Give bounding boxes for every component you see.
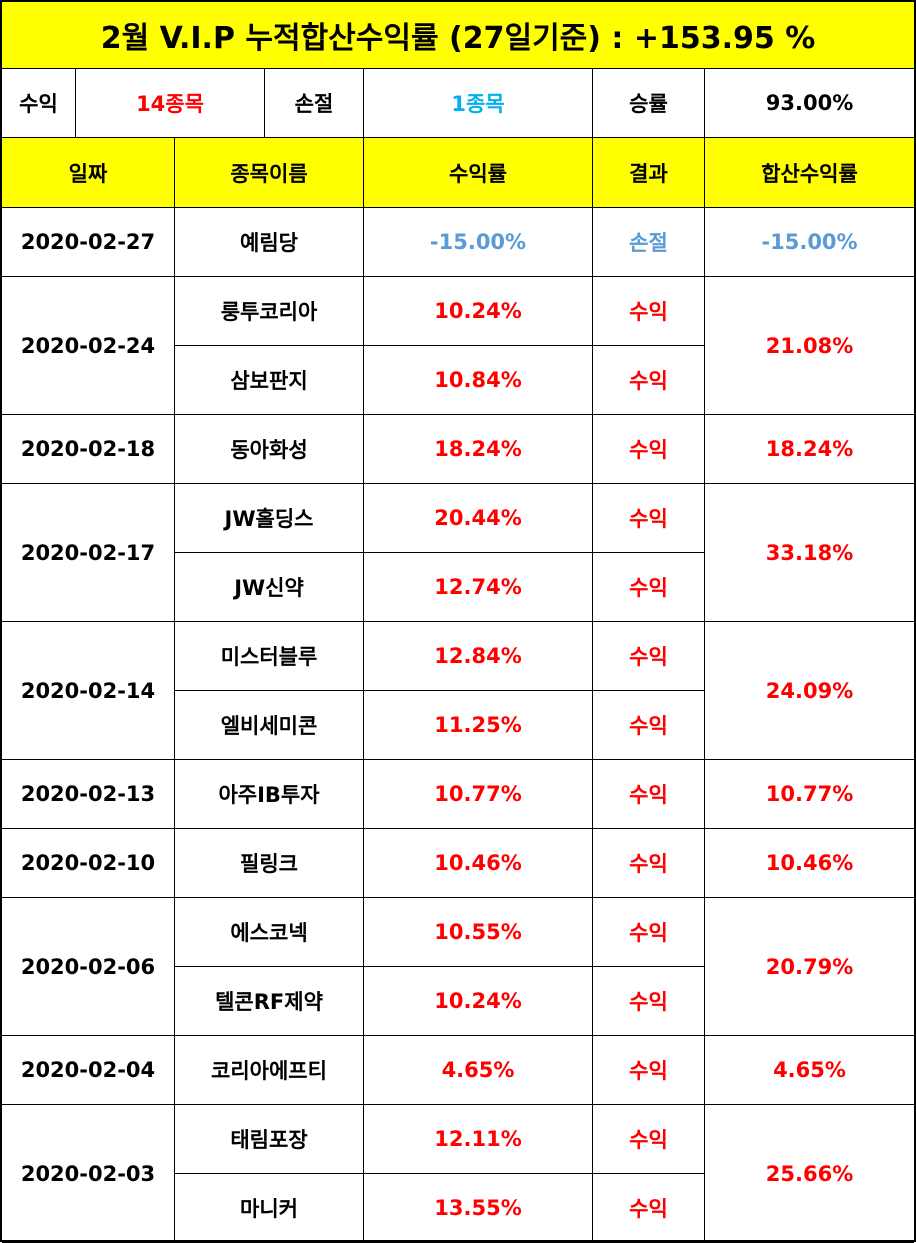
return-rate: 12.74% [364,553,593,622]
profit-count-label: 수익 [2,69,76,138]
row-date: 2020-02-06 [2,898,175,1036]
row-date: 2020-02-18 [2,415,175,484]
stock-name: 텔콘RF제약 [175,967,364,1036]
total-return: 21.08% [705,277,914,415]
stock-name: 동아화성 [175,415,364,484]
stock-name: 미스터블루 [175,622,364,691]
return-rate: 18.24% [364,415,593,484]
return-rate: 13.55% [364,1174,593,1243]
result-badge: 수익 [593,553,705,622]
total-return: 4.65% [705,1036,914,1105]
row-date: 2020-02-10 [2,829,175,898]
return-rate: 12.84% [364,622,593,691]
stock-name: JW홀딩스 [175,484,364,553]
loss-count-label: 손절 [265,69,364,138]
header-return-rate: 수익률 [364,138,593,208]
return-rate: -15.00% [364,208,593,277]
result-badge: 수익 [593,1036,705,1105]
loss-count-value: 1종목 [364,69,593,138]
return-rate: 11.25% [364,691,593,760]
total-return: 10.77% [705,760,914,829]
stock-name: 삼보판지 [175,346,364,415]
sheet-title: 2월 V.I.P 누적합산수익률 (27일기준) : +153.95 % [2,2,914,69]
row-date: 2020-02-04 [2,1036,175,1105]
stock-name: 에스코넥 [175,898,364,967]
header-date: 일짜 [2,138,175,208]
result-badge: 수익 [593,622,705,691]
return-rate: 10.24% [364,277,593,346]
row-date: 2020-02-03 [2,1105,175,1243]
stock-name: 룽투코리아 [175,277,364,346]
total-return: 10.46% [705,829,914,898]
result-badge: 수익 [593,484,705,553]
row-date: 2020-02-13 [2,760,175,829]
result-badge: 수익 [593,967,705,1036]
return-rate: 4.65% [364,1036,593,1105]
stock-name: 코리아에프티 [175,1036,364,1105]
stock-name: 아주IB투자 [175,760,364,829]
row-date: 2020-02-14 [2,622,175,760]
return-rate: 10.46% [364,829,593,898]
row-date: 2020-02-17 [2,484,175,622]
stock-name: 마니커 [175,1174,364,1243]
stock-name: 태림포장 [175,1105,364,1174]
result-badge: 수익 [593,415,705,484]
total-return: 18.24% [705,415,914,484]
result-badge: 손절 [593,208,705,277]
stock-name: 필링크 [175,829,364,898]
header-stock-name: 종목이름 [175,138,364,208]
total-return: 24.09% [705,622,914,760]
result-badge: 수익 [593,829,705,898]
result-badge: 수익 [593,760,705,829]
return-rate: 10.24% [364,967,593,1036]
total-return: 20.79% [705,898,914,1036]
result-badge: 수익 [593,898,705,967]
result-badge: 수익 [593,277,705,346]
result-badge: 수익 [593,1105,705,1174]
header-result: 결과 [593,138,705,208]
win-rate-label: 승률 [593,69,705,138]
result-badge: 수익 [593,1174,705,1243]
header-total-return: 합산수익률 [705,138,914,208]
profit-count-value: 14종목 [76,69,265,138]
return-rate: 10.77% [364,760,593,829]
return-rate: 12.11% [364,1105,593,1174]
return-rate: 20.44% [364,484,593,553]
total-return: 25.66% [705,1105,914,1243]
return-rate: 10.84% [364,346,593,415]
row-date: 2020-02-27 [2,208,175,277]
stock-name: 예림당 [175,208,364,277]
stock-name: 엘비세미콘 [175,691,364,760]
win-rate-value: 93.00% [705,69,914,138]
stock-name: JW신약 [175,553,364,622]
row-date: 2020-02-24 [2,277,175,415]
total-return: -15.00% [705,208,914,277]
result-badge: 수익 [593,346,705,415]
result-badge: 수익 [593,691,705,760]
total-return: 33.18% [705,484,914,622]
return-rate: 10.55% [364,898,593,967]
